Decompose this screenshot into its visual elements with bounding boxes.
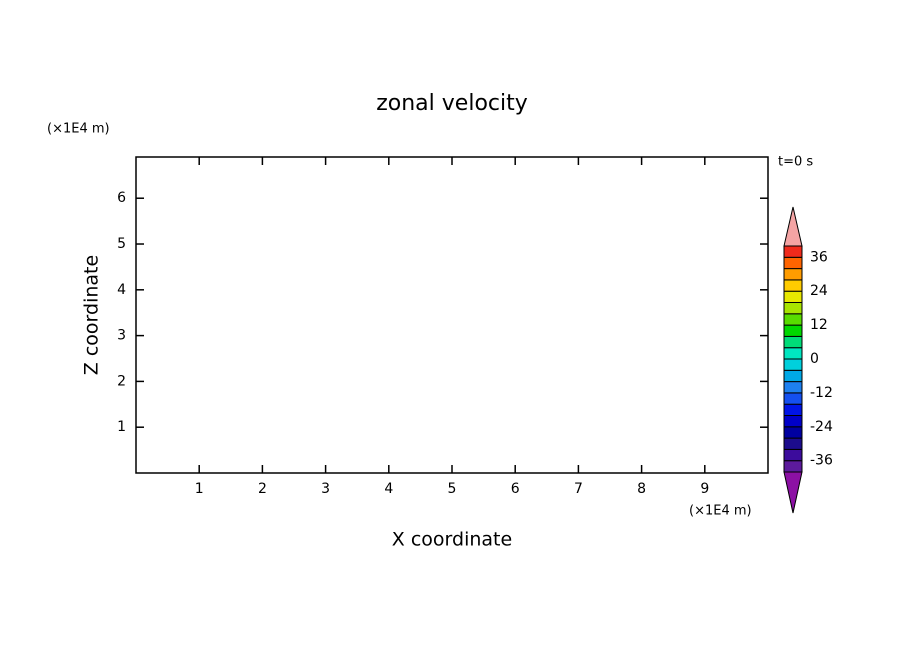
colorbar-under — [783, 471, 803, 514]
x-tick-label: 7 — [574, 481, 583, 497]
y-axis-label: Z coordinate — [81, 255, 103, 375]
y-tick-label: 1 — [117, 419, 126, 435]
y-tick-label: 4 — [117, 282, 126, 298]
colorbar-box — [783, 392, 803, 405]
x-tick-label: 8 — [637, 481, 646, 497]
x-axis-label: X coordinate — [392, 529, 512, 551]
x-tick-label: 3 — [321, 481, 330, 497]
colorbar-box — [783, 381, 803, 394]
colorbar-box — [783, 358, 803, 371]
x-tick-label: 4 — [384, 481, 393, 497]
colorbar-box — [783, 290, 803, 304]
x-tick-label: 5 — [448, 481, 457, 497]
plot-frame — [135, 156, 769, 474]
colorbar-box — [783, 448, 803, 462]
colorbar-label: -12 — [810, 385, 833, 401]
colorbar-label: 12 — [810, 317, 828, 333]
x-tick-label: 2 — [258, 481, 267, 497]
colorbar-box — [783, 347, 803, 360]
y-tick-label: 6 — [117, 190, 126, 206]
colorbar-box — [783, 369, 803, 383]
colorbar-box — [783, 437, 803, 450]
colorbar-box — [783, 403, 803, 417]
colorbar-box — [783, 245, 803, 258]
colorbar-label: -36 — [810, 453, 833, 469]
y-tick-label: 5 — [117, 236, 126, 252]
colorbar-label: 24 — [810, 283, 828, 299]
y-tick-label: 3 — [117, 328, 126, 344]
y-unit: (×1E4 m) — [47, 122, 110, 137]
colorbar-box — [783, 415, 803, 428]
colorbar-label: -24 — [810, 419, 833, 435]
colorbar-label: 0 — [810, 351, 819, 367]
chart-title: zonal velocity — [376, 91, 528, 116]
colorbar-box — [783, 313, 803, 326]
colorbar-over — [783, 206, 803, 247]
y-tick-label: 2 — [117, 373, 126, 389]
colorbar-box — [783, 279, 803, 292]
colorbar-box — [783, 324, 803, 337]
colorbar-box — [783, 302, 803, 315]
x-tick-label: 9 — [700, 481, 709, 497]
x-tick-label: 1 — [195, 481, 204, 497]
colorbar-box — [783, 335, 803, 349]
time-label: t=0 s — [778, 155, 813, 170]
colorbar-box — [783, 256, 803, 270]
colorbar-label: 36 — [810, 249, 828, 265]
colorbar-box — [783, 460, 803, 473]
x-unit: (×1E4 m) — [689, 504, 752, 519]
colorbar-box — [783, 268, 803, 281]
colorbar-box — [783, 426, 803, 439]
x-tick-label: 6 — [511, 481, 520, 497]
